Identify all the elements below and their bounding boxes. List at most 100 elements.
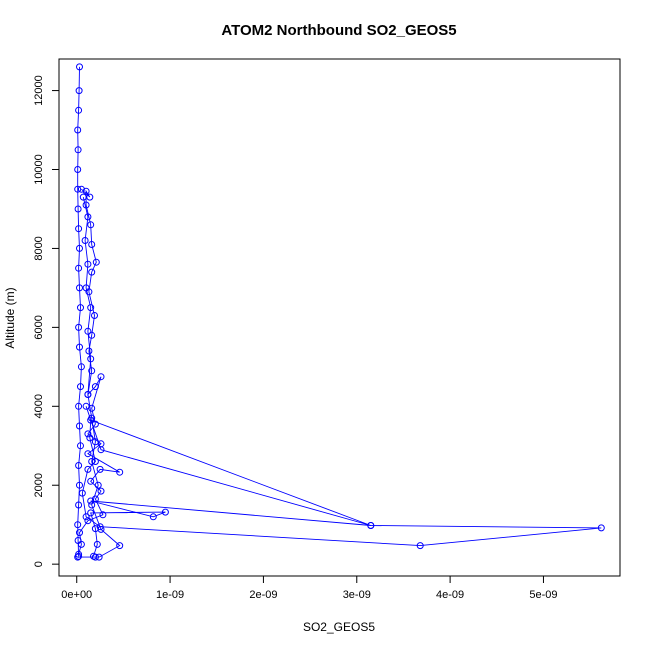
data-point [74, 553, 82, 561]
data-point [116, 542, 124, 550]
data-point [74, 185, 82, 193]
data-point [74, 126, 82, 134]
x-tick-label: 0e+00 [61, 589, 92, 601]
y-axis: 0 2000 4000 6000 8000 10000 12000 [33, 75, 60, 567]
data-point [75, 402, 83, 410]
y-tick-label: 10000 [33, 154, 45, 185]
data-point [91, 383, 99, 391]
data-point [87, 221, 95, 229]
x-tick-label: 1e-09 [156, 589, 184, 601]
data-point [91, 312, 98, 319]
series-line [81, 406, 602, 557]
data-point [97, 373, 105, 381]
data-point [76, 481, 83, 489]
data-point [88, 501, 96, 509]
data-point [97, 487, 105, 495]
x-tick-label: 4e-09 [436, 589, 464, 601]
data-point [84, 327, 92, 335]
data-point [87, 304, 95, 312]
data-point [149, 513, 157, 521]
data-point [75, 462, 83, 469]
x-axis: 0e+00 1e-09 2e-09 3e-09 4e-09 5e-09 [61, 575, 558, 601]
data-point [75, 106, 83, 114]
data-point [84, 450, 92, 458]
data-point [75, 225, 83, 233]
data-series [78, 402, 605, 560]
data-point [77, 383, 84, 391]
data-point [87, 355, 95, 363]
data-point [99, 511, 107, 519]
data-series [74, 63, 85, 560]
data-point [116, 468, 124, 476]
data-point [93, 540, 101, 548]
data-point [85, 347, 93, 355]
data-point [95, 553, 103, 561]
data-point [97, 525, 105, 533]
data-point [78, 489, 86, 497]
y-tick-label: 2000 [33, 473, 45, 497]
data-point [88, 367, 96, 375]
data-point [91, 438, 99, 446]
data-point [82, 513, 90, 521]
data-point [84, 430, 92, 438]
data-point [84, 517, 92, 525]
data-point [76, 422, 83, 430]
data-point [82, 284, 90, 292]
data-point [75, 87, 83, 95]
y-tick-label: 0 [33, 561, 45, 567]
data-point [79, 193, 87, 201]
data-point [77, 363, 85, 371]
data-point [88, 458, 96, 465]
y-axis-label: Altitude (m) [3, 287, 17, 348]
data-point [92, 258, 100, 266]
y-tick-label: 4000 [33, 394, 45, 418]
data-point [76, 284, 83, 292]
data-series-layer [74, 63, 605, 561]
x-tick-label: 2e-09 [249, 589, 277, 601]
data-point [76, 343, 83, 351]
data-point [87, 477, 95, 485]
data-point [74, 521, 82, 529]
data-point [82, 187, 90, 195]
data-point [76, 63, 83, 71]
data-point [91, 553, 99, 561]
data-series [75, 185, 124, 558]
data-point [74, 205, 82, 213]
data-point [75, 501, 83, 509]
data-point [84, 391, 92, 398]
y-tick-label: 6000 [33, 315, 45, 339]
data-point [76, 529, 83, 537]
x-tick-label: 3e-09 [343, 589, 371, 601]
data-point [77, 540, 85, 548]
data-point [74, 166, 82, 173]
data-point [161, 508, 169, 516]
data-point [88, 268, 96, 276]
data-point [597, 524, 605, 532]
data-point [88, 241, 96, 248]
data-point [416, 542, 424, 550]
data-point [75, 264, 83, 272]
data-point [77, 185, 85, 193]
data-point [76, 244, 83, 252]
data-point [84, 213, 92, 221]
y-tick-label: 12000 [33, 75, 45, 106]
data-point [84, 465, 92, 473]
chart-title: ATOM2 Northbound SO2_GEOS5 [221, 22, 456, 39]
data-point [77, 304, 84, 312]
data-point [94, 481, 102, 489]
x-axis-label: SO2_GEOS5 [303, 620, 375, 634]
data-point [84, 260, 92, 268]
data-series [74, 193, 124, 561]
data-point [88, 414, 96, 422]
series-line [77, 196, 121, 558]
series-line [78, 188, 120, 555]
data-point [87, 497, 95, 505]
data-point [75, 323, 83, 331]
data-point [87, 509, 95, 517]
data-point [88, 404, 96, 412]
y-tick-label: 8000 [33, 236, 45, 260]
x-tick-label: 5e-09 [529, 589, 557, 601]
data-point [367, 522, 375, 529]
